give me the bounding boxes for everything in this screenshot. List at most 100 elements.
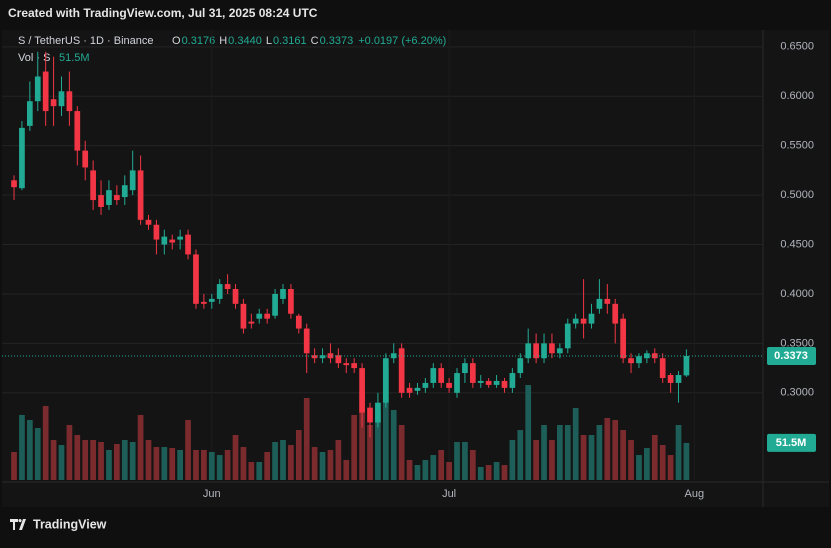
- volume-bar: [11, 451, 17, 480]
- volume-bar: [295, 430, 302, 480]
- candle-body: [90, 170, 96, 201]
- volume-bar: [42, 405, 49, 480]
- volume-bar: [248, 462, 255, 480]
- candle-body: [462, 363, 468, 374]
- legend-item: L: [266, 35, 272, 47]
- candle-body: [129, 170, 136, 191]
- legend-item: 0.3373: [320, 35, 354, 47]
- candle-body: [683, 355, 690, 376]
- volume-bar: [137, 414, 144, 480]
- candle-body: [288, 289, 294, 314]
- volume-bar: [430, 455, 437, 480]
- candle-body: [620, 318, 626, 359]
- volume-bar: [19, 414, 25, 480]
- legend: S / TetherUS · 1D · Binance Vol · S 51.5…: [18, 35, 446, 64]
- volume-bar: [636, 455, 642, 480]
- candle-body: [185, 234, 191, 255]
- volume-bar: [596, 424, 603, 480]
- candle-body: [651, 353, 658, 359]
- candle-body: [272, 293, 278, 316]
- y-tick-label: 0.5500: [780, 140, 814, 152]
- y-tick-label: 0.5000: [780, 189, 814, 201]
- volume-bar: [327, 449, 334, 480]
- volume-bar: [106, 449, 112, 480]
- volume-bar: [216, 455, 223, 480]
- candle-body: [327, 353, 334, 359]
- volume-bar: [264, 451, 271, 480]
- candle-body: [351, 363, 358, 369]
- candle-body: [628, 358, 634, 364]
- volume-bar: [153, 447, 160, 480]
- x-tick-label: Aug: [685, 488, 705, 500]
- y-tick-label: 0.4500: [780, 238, 814, 250]
- candle-body: [414, 387, 421, 391]
- volume-bar: [58, 445, 65, 480]
- volume-bar: [604, 418, 611, 480]
- volume-bar: [74, 435, 81, 480]
- volume-bar: [517, 430, 524, 480]
- candle-body: [201, 301, 207, 304]
- x-tick-label: Jul: [442, 488, 456, 500]
- candle-body: [588, 313, 595, 324]
- legend-item: 0.3176: [182, 35, 216, 47]
- y-tick-label: 0.6000: [780, 90, 814, 102]
- volume-bar: [454, 441, 460, 480]
- volume-bar: [201, 449, 207, 480]
- candle-body: [382, 358, 389, 403]
- volume-bar: [462, 441, 468, 480]
- volume-bar: [549, 439, 555, 480]
- volume-bar: [398, 424, 405, 480]
- volume-bar: [414, 465, 421, 480]
- volume-name: Vol · S: [18, 52, 50, 64]
- volume-bar: [628, 439, 634, 480]
- volume-bar: [232, 435, 239, 480]
- volume-bar: [121, 439, 128, 480]
- candle-body: [98, 195, 104, 207]
- brand-name: TradingView: [33, 517, 107, 531]
- volume-bar: [485, 465, 492, 480]
- volume-bar: [272, 441, 278, 480]
- volume-bar: [319, 451, 326, 480]
- volume-bar: [224, 449, 231, 480]
- candle-body: [256, 313, 263, 319]
- candle-body: [533, 343, 539, 359]
- plot-background: [2, 30, 829, 507]
- candle-body: [493, 380, 500, 385]
- volume-bar: [208, 451, 215, 480]
- candle-body: [311, 355, 318, 359]
- candle-body: [596, 298, 603, 309]
- volume-bar: [382, 367, 389, 480]
- candle-body: [153, 224, 160, 240]
- candle-body: [398, 348, 405, 393]
- volume-bar: [90, 439, 96, 480]
- candle-body: [572, 318, 579, 324]
- volume-bar: [82, 439, 89, 480]
- volume-bar: [541, 424, 547, 480]
- candle-body: [240, 303, 247, 329]
- legend-item: C: [311, 35, 319, 47]
- volume-bar: [114, 444, 120, 480]
- candle-body: [208, 298, 215, 302]
- volume-bar: [620, 430, 626, 480]
- volume-bar: [34, 428, 41, 480]
- legend-item: 0.3161: [273, 35, 307, 47]
- candle-body: [343, 363, 350, 366]
- candle-body: [216, 284, 223, 299]
- brand: TradingView: [10, 517, 107, 531]
- volume-bar: [588, 435, 595, 480]
- candle-body: [454, 373, 460, 393]
- volume-bar: [659, 445, 666, 480]
- volume-badge-label: 51.5M: [776, 437, 807, 449]
- candle-body: [477, 380, 484, 383]
- y-tick-label: 0.4000: [780, 288, 814, 300]
- candle-body: [34, 76, 41, 102]
- volume-bar: [406, 459, 413, 480]
- candle-body: [675, 375, 682, 383]
- candle-body: [367, 407, 373, 423]
- volume-bar: [359, 392, 365, 480]
- volume-value: 51.5M: [59, 52, 90, 64]
- volume-bar: [469, 449, 476, 480]
- volume-bar: [644, 448, 650, 480]
- last-price-label: 0.3373: [774, 350, 808, 362]
